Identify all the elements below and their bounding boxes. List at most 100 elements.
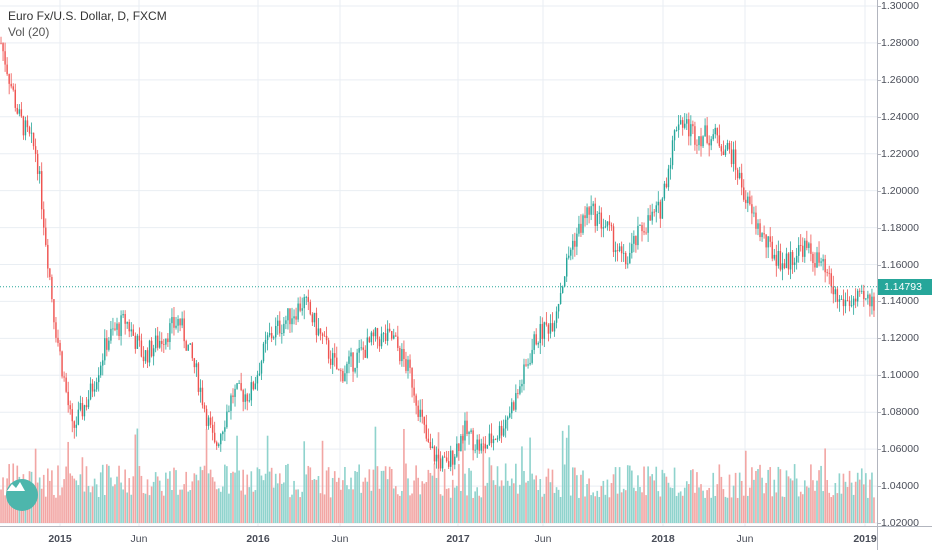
candle-body: [297, 303, 299, 320]
volume-bar: [342, 480, 344, 523]
candle-body: [708, 142, 710, 146]
candle-body: [637, 225, 639, 246]
volume-bar: [232, 471, 234, 523]
candle-body: [596, 213, 598, 226]
candle-body: [647, 215, 649, 233]
candle-body: [604, 226, 607, 228]
candle-body: [822, 259, 824, 262]
chart-pane[interactable]: Euro Fx/U.S. Dollar, D, FXCM Vol (20): [0, 0, 877, 526]
candle-body: [177, 319, 179, 326]
volume-bar: [323, 494, 326, 523]
volume-bar: [812, 480, 814, 523]
candle-body: [665, 183, 668, 188]
candle-body: [112, 328, 114, 330]
candle-body: [810, 243, 812, 254]
price-tick-mark: [877, 486, 881, 488]
candle-body: [527, 364, 529, 366]
candle-body: [87, 399, 90, 408]
volume-bar: [179, 489, 181, 523]
candle-body: [244, 394, 246, 402]
volume-bar: [810, 464, 812, 523]
volume-bar: [340, 489, 342, 523]
candle-body: [763, 233, 765, 235]
volume-bar: [512, 483, 515, 523]
candle-body: [824, 259, 826, 273]
candle-body: [348, 356, 350, 364]
candle-body: [317, 328, 320, 336]
volume-bar: [690, 470, 692, 523]
volume-bar: [769, 467, 772, 523]
volume-bar: [407, 478, 409, 523]
price-tick-label: 1.22000: [881, 147, 919, 160]
candle-body: [565, 257, 568, 277]
volume-bar: [858, 479, 861, 523]
candle-body: [755, 212, 757, 229]
tradingview-logo-icon[interactable]: [6, 479, 38, 511]
volume-bar: [814, 490, 816, 523]
candle-body: [694, 126, 696, 145]
volume-bar: [510, 478, 513, 523]
candle-body: [161, 340, 163, 345]
candle-body: [12, 86, 14, 90]
volume-bar: [134, 434, 137, 523]
volume-bar: [169, 471, 171, 523]
price-chart[interactable]: [0, 0, 877, 526]
volume-bar: [301, 491, 303, 523]
candle-body: [844, 300, 847, 307]
volume-bar: [215, 489, 218, 523]
volume-bar: [567, 425, 570, 523]
candle-body: [28, 127, 31, 134]
volume-bar: [272, 487, 275, 523]
candle-body: [315, 312, 318, 336]
volume-bar: [411, 493, 413, 523]
volume-bar: [67, 441, 69, 523]
symbol-title: Euro Fx/U.S. Dollar, D, FXCM: [8, 9, 167, 23]
candle-body: [502, 428, 505, 436]
volume-bar: [661, 469, 664, 523]
volume-bar: [110, 477, 112, 523]
volume-bar: [765, 482, 767, 523]
candle-body: [281, 333, 283, 334]
volume-bar: [494, 484, 497, 523]
candle-body: [32, 132, 35, 147]
candle-body: [712, 134, 714, 140]
candle-body: [629, 252, 631, 264]
volume-bar: [620, 492, 623, 523]
candle-body: [553, 322, 556, 332]
volume-bar: [830, 497, 833, 523]
volume-bar: [572, 467, 574, 523]
price-tick-label: 1.10000: [881, 369, 919, 382]
candle-body: [771, 241, 773, 259]
candle-body: [873, 296, 875, 311]
candle-body: [808, 243, 810, 248]
volume-bar: [865, 473, 867, 523]
candle-body: [152, 348, 155, 357]
candle-body: [59, 342, 61, 352]
volume-bar: [201, 470, 204, 523]
price-tick-mark: [877, 42, 881, 44]
volume-bar: [622, 488, 625, 523]
volume-bar: [803, 480, 806, 523]
volume-bar: [453, 487, 456, 523]
candle-body: [344, 373, 346, 382]
candle-body: [757, 223, 759, 229]
volume-bar: [653, 480, 656, 523]
price-tick-label: 1.16000: [881, 258, 919, 271]
volume-bar: [482, 445, 485, 523]
time-tick-label: 2018: [651, 533, 675, 545]
volume-bar: [325, 470, 328, 523]
candle-body: [120, 315, 122, 336]
volume-bar: [665, 476, 668, 523]
volume-bar: [836, 493, 839, 523]
candle-body: [852, 298, 855, 306]
candle-body: [572, 240, 574, 250]
candle-body: [51, 277, 53, 300]
volume-bar: [799, 491, 802, 523]
candle-body: [83, 405, 86, 417]
volume-bar: [484, 485, 487, 523]
candle-body: [321, 333, 324, 336]
time-axis[interactable]: 2015 Jun 2016 Jun 2017 Jun 2018 Jun 2019: [0, 526, 877, 551]
volume-bar: [415, 465, 417, 523]
price-axis[interactable]: 1.30000 1.28000 1.26000 1.24000 1.22000 1.200…: [877, 0, 932, 529]
candle-body: [486, 444, 489, 449]
